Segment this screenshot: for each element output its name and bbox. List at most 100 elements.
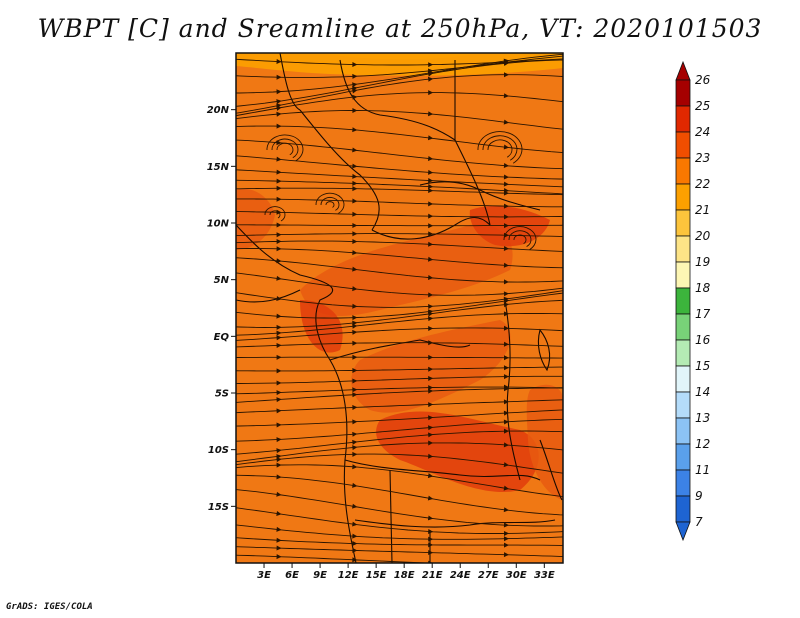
- streamline-arrow: [352, 439, 358, 445]
- streamline-arrow: [428, 542, 434, 548]
- streamline: [236, 290, 563, 308]
- streamline-arrow: [428, 90, 434, 96]
- streamline-arrow: [503, 355, 509, 361]
- streamline-arrow: [352, 521, 358, 527]
- streamline-arrow: [503, 485, 509, 491]
- latitude-tick-label: 10N: [207, 219, 230, 230]
- streamline-arrow: [428, 177, 434, 183]
- country-border-line: [279, 53, 301, 111]
- streamline-arrow: [503, 302, 509, 308]
- streamline-arrow: [352, 173, 358, 179]
- streamline-arrow: [352, 431, 358, 437]
- streamline-arrow: [503, 341, 509, 347]
- streamline-arrow: [427, 495, 434, 501]
- country-border-line: [504, 299, 521, 481]
- longitude-tick-label: 12E: [338, 570, 359, 581]
- streamline-arrow: [503, 325, 509, 331]
- streamline: [236, 53, 563, 94]
- streamline-arrow: [503, 522, 509, 528]
- streamline-arrow: [503, 72, 509, 78]
- streamline-arrow: [503, 181, 509, 187]
- streamline-arrow: [276, 457, 282, 463]
- streamline-arrow: [428, 169, 434, 175]
- streamline: [236, 92, 563, 117]
- longitude-tick-label: 24E: [450, 570, 471, 581]
- streamline-eddy: [320, 197, 340, 211]
- streamline-arrow: [352, 482, 358, 488]
- streamline: [236, 55, 563, 78]
- streamline: [236, 409, 563, 427]
- streamline-arrow: [352, 222, 358, 228]
- streamline-arrow: [503, 203, 509, 209]
- longitude-tick-label: 15E: [366, 570, 387, 581]
- streamline-arrow: [503, 246, 509, 252]
- streamline-arrow: [352, 198, 358, 204]
- streamline-eddy: [482, 135, 518, 161]
- streamline-arrow: [276, 232, 282, 238]
- colorbar-label: 21: [695, 203, 710, 217]
- colorbar-segment: [675, 209, 691, 237]
- streamline-arrow: [352, 82, 358, 88]
- country-borders: [236, 53, 563, 563]
- colorbar-segment: [675, 339, 691, 367]
- streamline-arrow: [503, 542, 509, 548]
- colorbar-label: 26: [695, 73, 711, 87]
- streamline-arrow: [276, 554, 282, 560]
- streamline-arrow: [503, 462, 509, 468]
- streamline-arrow: [428, 292, 434, 298]
- streamline-arrow: [503, 190, 509, 196]
- streamline-arrow: [276, 448, 282, 454]
- streamline-arrow: [352, 238, 358, 244]
- streamline-arrow: [427, 515, 434, 521]
- streamline-arrow: [352, 211, 358, 217]
- streamline-arrow: [428, 340, 434, 346]
- streamline-arrow: [276, 390, 282, 396]
- streamline-eddy: [503, 226, 537, 250]
- streamline-arrow: [503, 428, 509, 434]
- streamline: [236, 399, 563, 414]
- country-border-line: [329, 339, 471, 361]
- streamline-arrow: [352, 387, 358, 393]
- streamline-arrow: [427, 76, 434, 82]
- streamline-arrow: [428, 425, 434, 431]
- streamline: [236, 59, 563, 107]
- colorbar-top-arrow: [675, 60, 691, 81]
- streamline: [236, 387, 563, 403]
- streamline-arrow: [428, 375, 434, 381]
- streamline: [236, 248, 563, 269]
- streamline-arrow: [352, 108, 358, 114]
- country-border-line: [537, 328, 551, 372]
- streamline-arrow: [503, 93, 509, 99]
- streamline-arrow: [427, 316, 434, 322]
- latitude-tick-label: 20N: [207, 105, 230, 116]
- streamline: [236, 155, 563, 180]
- colorbar-segment: [675, 495, 691, 523]
- longitude-tick-label: 27E: [478, 570, 499, 581]
- streamline: [236, 507, 563, 534]
- streamline-arrow: [352, 405, 358, 411]
- colorbar-segment: [675, 443, 691, 471]
- streamline-arrow: [503, 163, 509, 169]
- streamline-arrow: [276, 59, 282, 65]
- colorbar-label: 22: [695, 177, 710, 191]
- streamline-arrow: [276, 105, 282, 111]
- streamline-arrow: [503, 442, 509, 448]
- streamline-arrow: [428, 303, 434, 309]
- streamline: [236, 74, 563, 114]
- streamline-arrow: [428, 415, 434, 421]
- streamline-arrow: [427, 311, 434, 317]
- streamline-arrow: [276, 169, 282, 175]
- streamline-arrow: [428, 223, 434, 229]
- streamline: [236, 312, 563, 336]
- streamline-arrow: [352, 250, 358, 256]
- streamline-arrow: [428, 536, 434, 542]
- streamline-arrow: [427, 71, 434, 77]
- streamline-arrow: [503, 174, 509, 180]
- streamline-arrow: [503, 410, 509, 416]
- colorbar-label: 12: [695, 437, 710, 451]
- colorbar-label: 11: [695, 463, 710, 477]
- streamline-arrow: [503, 291, 509, 297]
- streamline-arrow: [276, 330, 282, 336]
- streamline: [236, 169, 563, 188]
